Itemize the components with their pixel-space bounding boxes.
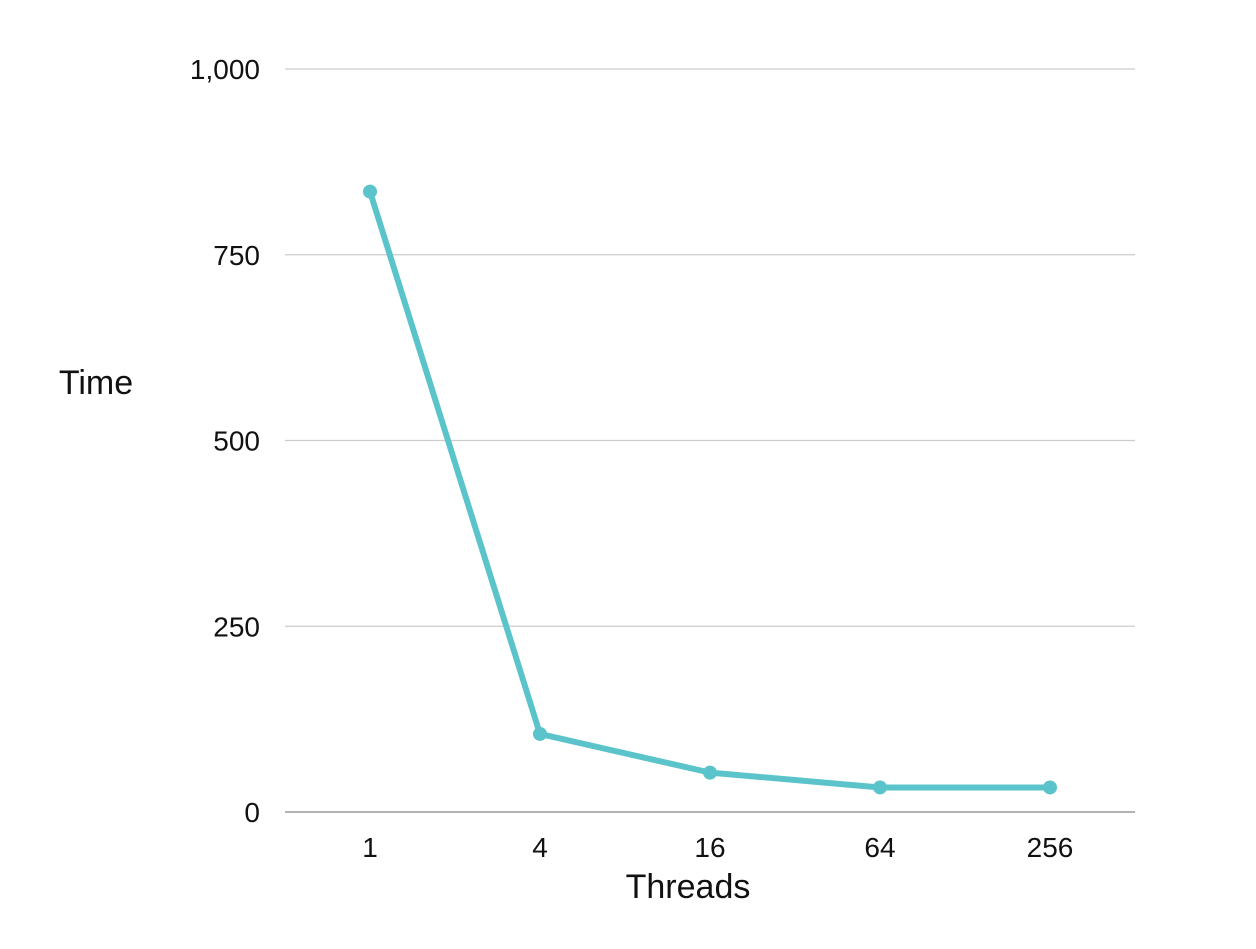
x-tick-label: 64 <box>864 832 895 863</box>
x-tick-label: 4 <box>532 832 548 863</box>
y-tick-label: 250 <box>213 611 260 642</box>
x-axis-ticks: 1 4 16 64 256 <box>362 832 1073 863</box>
x-tick-label: 1 <box>362 832 378 863</box>
y-axis-ticks: 0 250 500 750 1,000 <box>190 54 260 828</box>
y-axis-title: Time <box>59 364 133 402</box>
gridlines <box>285 68 1135 813</box>
y-tick-label: 0 <box>244 797 260 828</box>
data-point <box>533 726 547 741</box>
data-point <box>1043 780 1057 795</box>
series-group <box>363 184 1057 795</box>
x-tick-label: 16 <box>694 832 725 863</box>
data-point <box>703 765 717 780</box>
x-axis-title: Threads <box>626 868 751 906</box>
series-line <box>367 188 1053 791</box>
y-tick-label: 1,000 <box>190 54 260 85</box>
x-tick-label: 256 <box>1027 832 1074 863</box>
data-point <box>363 184 377 199</box>
y-tick-label: 750 <box>213 240 260 271</box>
y-tick-label: 500 <box>213 426 260 457</box>
data-point <box>873 780 887 795</box>
